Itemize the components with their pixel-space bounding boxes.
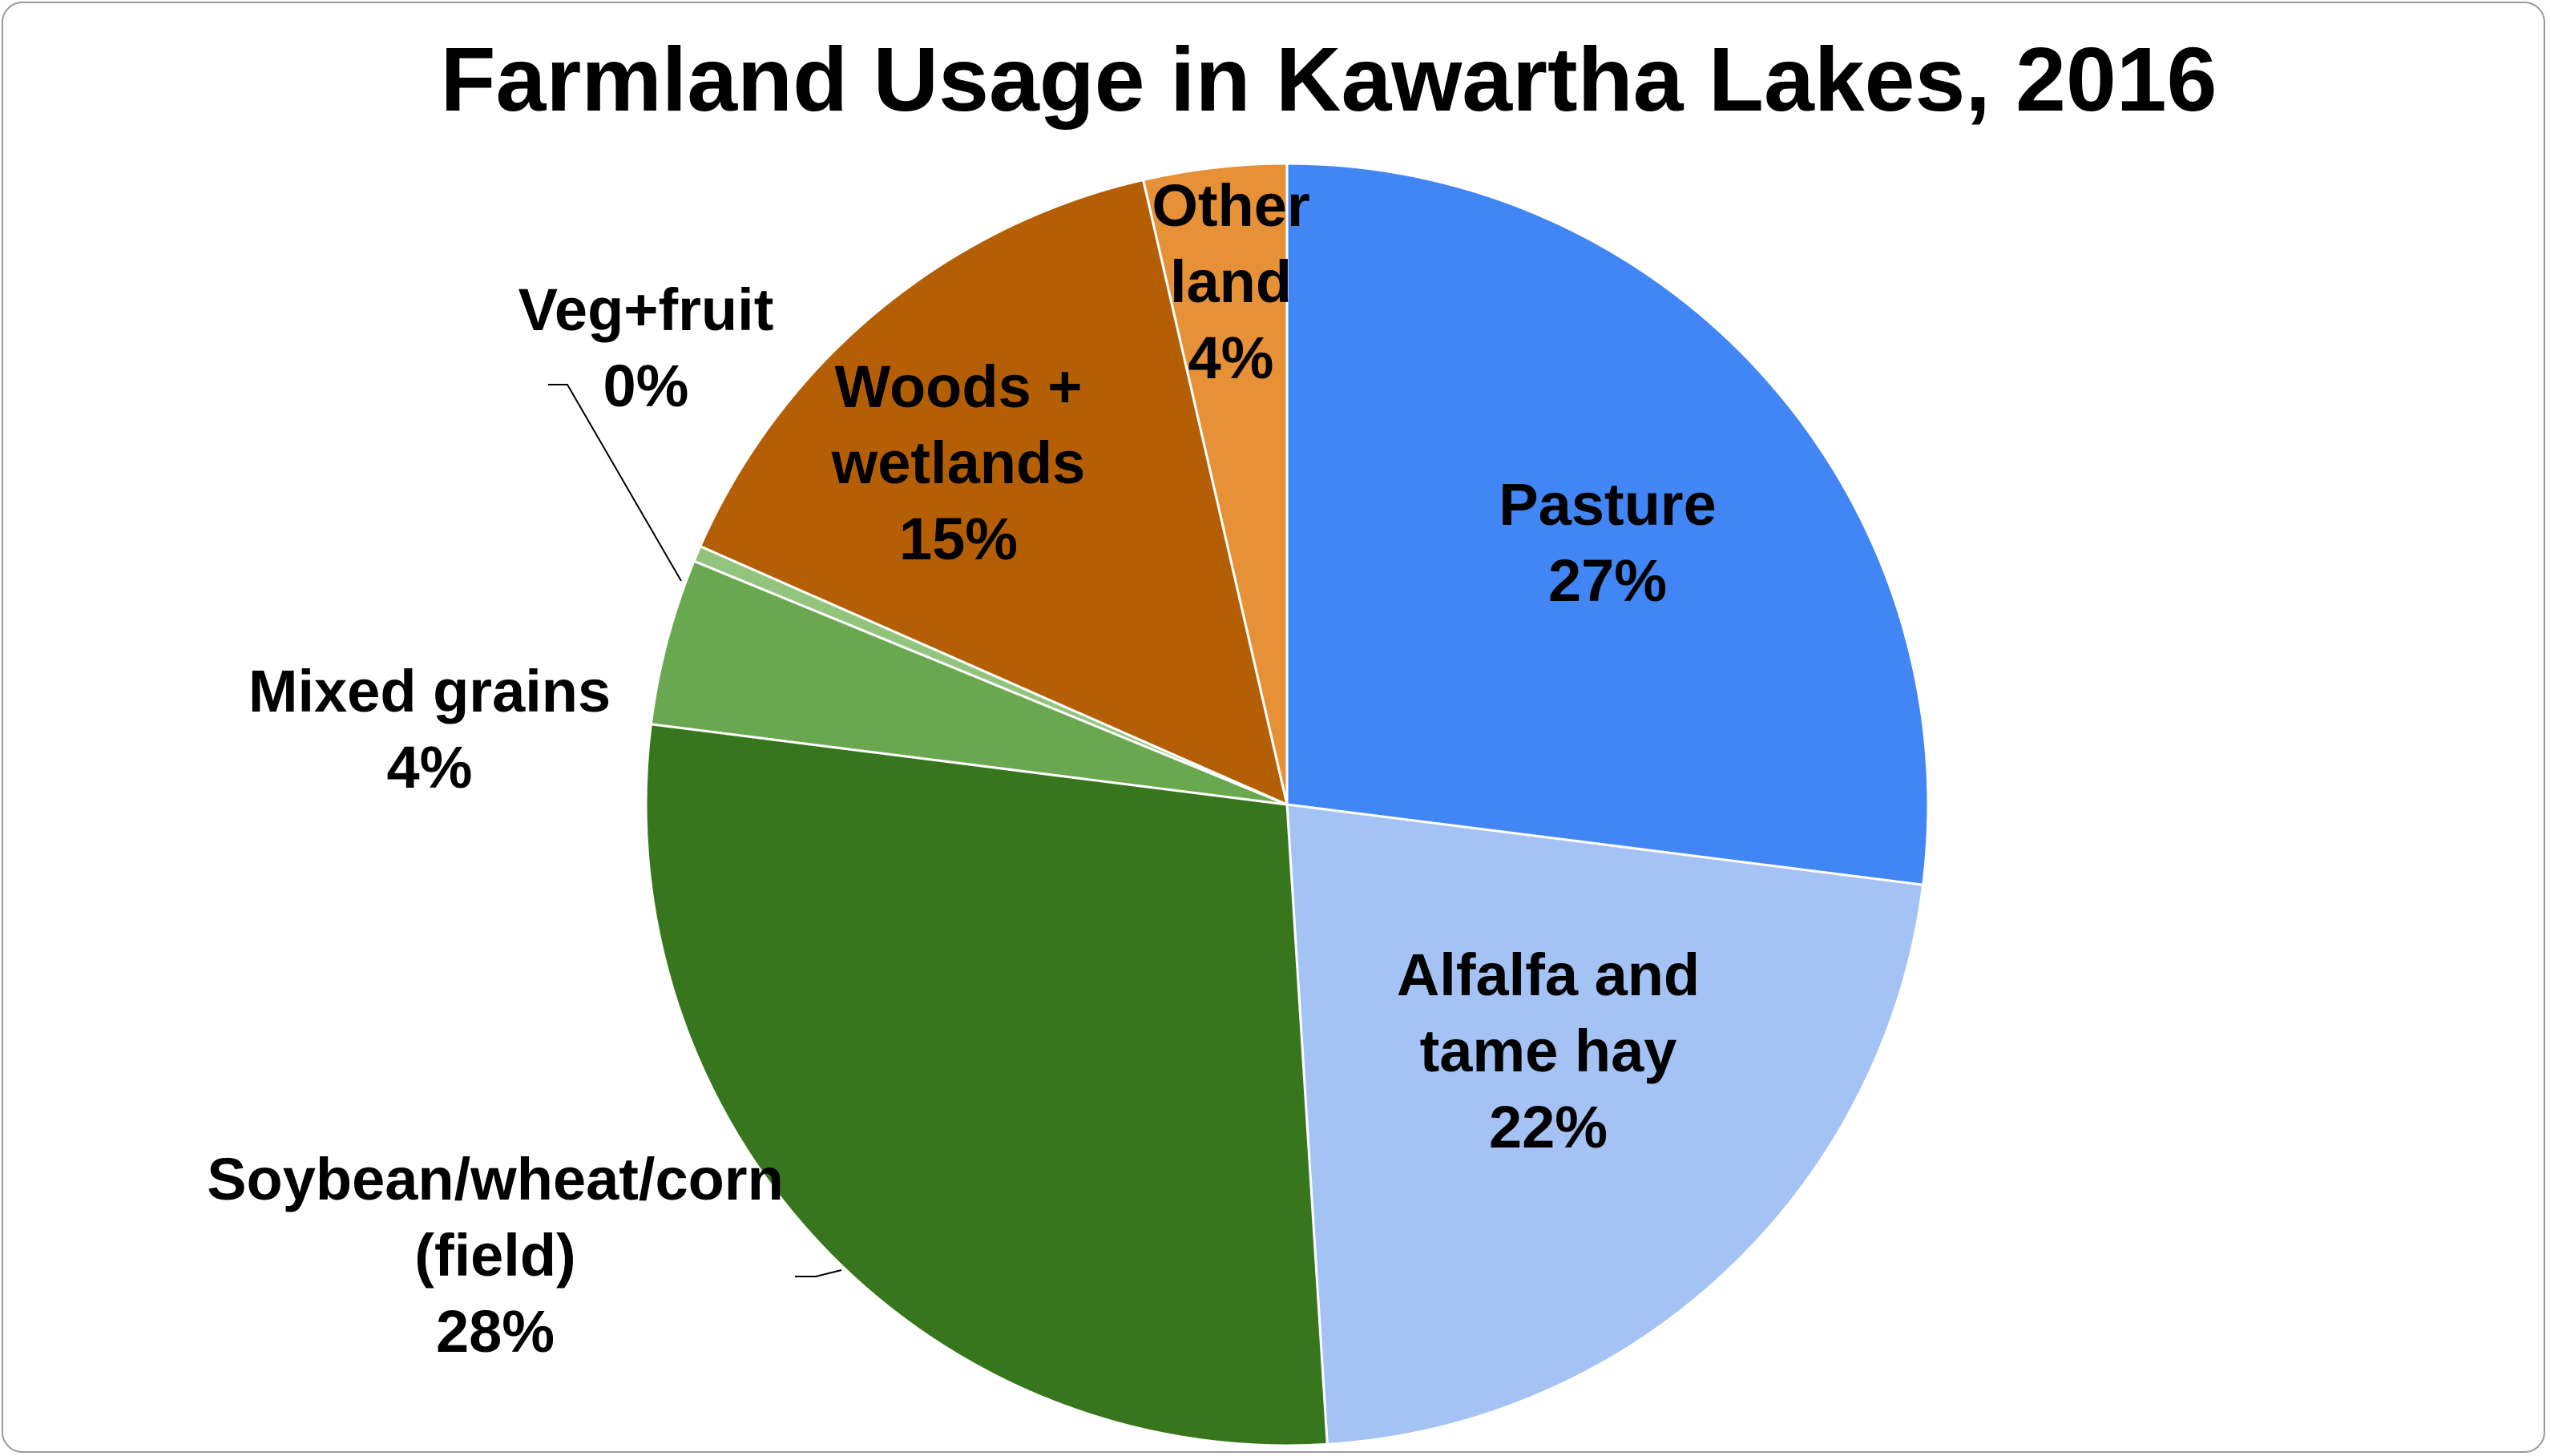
leader-line-soybean-wheat-corn-field — [795, 1269, 842, 1277]
slice-label-other-land: Other land 4% — [1152, 172, 1309, 391]
slice-label-woods-wetlands: Woods + wetlands 15% — [831, 353, 1086, 572]
leader-lines — [548, 384, 842, 1277]
slice-label-pasture: Pasture 27% — [1499, 471, 1716, 614]
pie-slice-pasture — [1285, 162, 1930, 886]
pie-slice-woods-wetlands — [698, 178, 1289, 807]
pie-slice-other-land — [1141, 162, 1289, 805]
slice-labels: Pasture 27% Alfalfa and tame hay 22% Soybean/… — [207, 172, 1717, 1365]
pie-slice-soybean-wheat-corn-field — [644, 723, 1329, 1447]
pie-slice-mixed-grains — [649, 559, 1288, 806]
pie-slices — [644, 162, 1930, 1447]
slice-label-mixed-grains: Mixed grains 4% — [248, 658, 611, 801]
leader-line-veg-fruit — [548, 384, 682, 582]
chart-title: Farmland Usage in Kawartha Lakes, 2016 — [440, 29, 2217, 130]
slice-label-veg-fruit: Veg+fruit 0% — [518, 276, 774, 419]
pie-slice-alfalfa-and-tame-hay — [1285, 803, 1925, 1446]
slice-label-soybean-wheat-corn-field: Soybean/wheat/corn (field) 28% — [207, 1146, 784, 1365]
slice-label-alfalfa-and-tame-hay: Alfalfa and tame hay 22% — [1397, 942, 1700, 1160]
